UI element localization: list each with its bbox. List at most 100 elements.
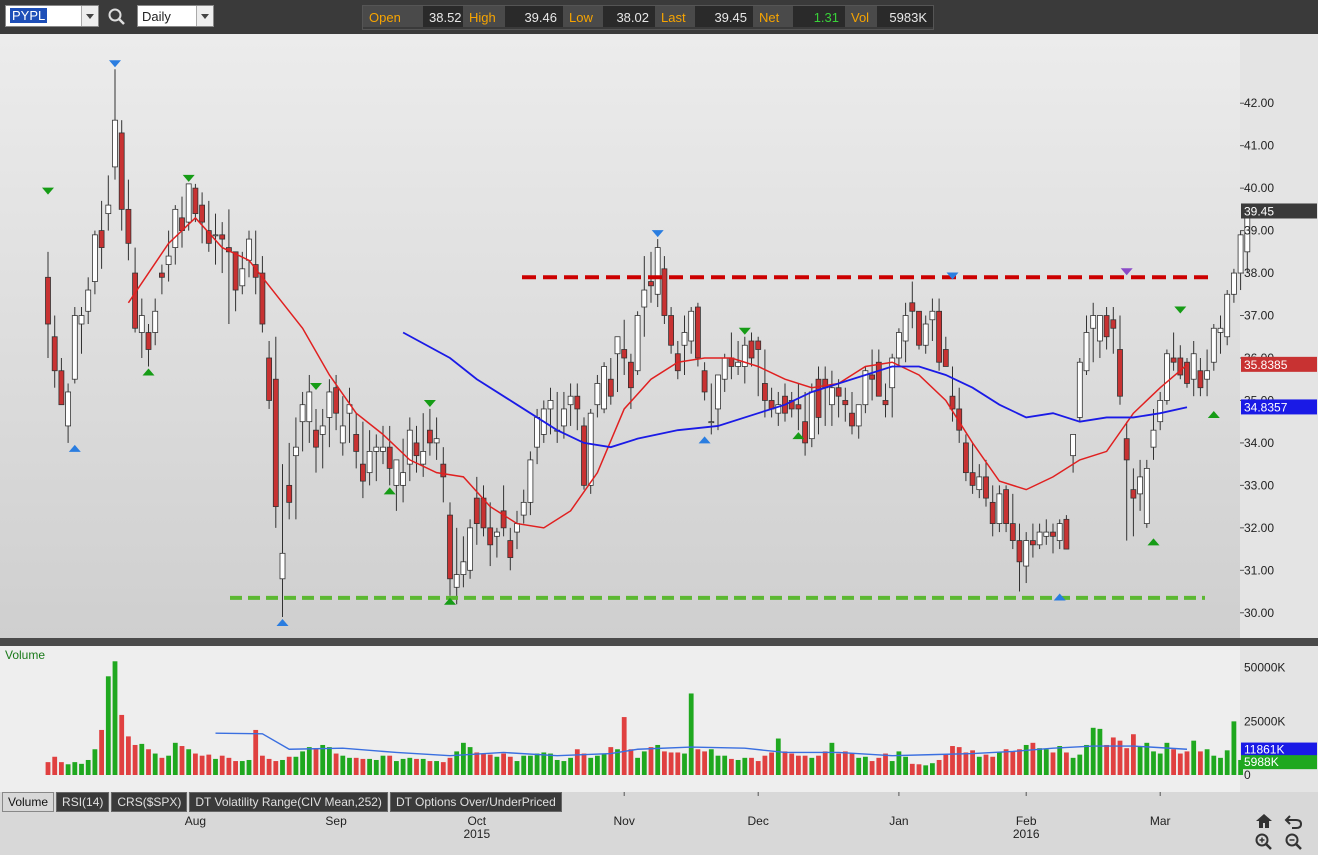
- volume-value-tag: [1241, 755, 1317, 770]
- volume-bar: [65, 764, 71, 775]
- candle: [567, 395, 574, 406]
- tab-volume[interactable]: Volume: [2, 792, 55, 812]
- volume-bar: [662, 751, 667, 775]
- tab-rsi-14[interactable]: RSI(14): [56, 792, 110, 812]
- candle: [862, 370, 869, 406]
- candle: [976, 476, 983, 491]
- candle: [152, 310, 159, 333]
- signal-marker: [1147, 538, 1160, 546]
- volume-bar: [1137, 746, 1143, 775]
- candle: [172, 208, 179, 248]
- candle: [58, 370, 65, 406]
- candle: [1016, 540, 1023, 563]
- date-year-label: 2016: [1013, 827, 1040, 841]
- volume-bar: [769, 752, 774, 775]
- date-tick-label: Sep: [325, 814, 347, 828]
- quote-label-high: High: [463, 6, 505, 27]
- candle: [380, 446, 386, 452]
- volume-bar: [554, 759, 560, 775]
- signal-marker: [109, 60, 121, 68]
- volume-bar: [514, 761, 520, 775]
- pane-divider[interactable]: [0, 638, 1318, 646]
- volume-bar: [300, 751, 305, 775]
- candle: [480, 497, 487, 529]
- candle: [1170, 357, 1177, 363]
- candle: [366, 451, 373, 474]
- volume-bar: [1131, 734, 1136, 775]
- candle: [942, 349, 949, 367]
- volume-bar: [273, 761, 279, 775]
- candle: [762, 383, 768, 401]
- candle: [353, 434, 360, 452]
- signal-marker: [792, 432, 805, 440]
- candle: [869, 374, 875, 380]
- volume-bar: [1090, 727, 1096, 775]
- date-tick-label: Mar: [1150, 814, 1171, 828]
- candle: [648, 281, 654, 287]
- search-button[interactable]: [106, 6, 128, 28]
- volume-bar: [1191, 740, 1197, 775]
- volume-bar: [802, 755, 808, 775]
- candle: [855, 404, 862, 427]
- volume-bar: [380, 755, 386, 775]
- tab-crs-spx[interactable]: CRS($SPX): [111, 792, 188, 812]
- price-tick-label: 31.00: [1244, 563, 1274, 577]
- tab-dt-options-over-underpriced[interactable]: DT Options Over/UnderPriced: [389, 792, 562, 812]
- interval-select[interactable]: Daily: [137, 5, 214, 27]
- volume-bar: [1157, 753, 1163, 775]
- volume-bar: [481, 753, 486, 775]
- candle: [212, 234, 219, 237]
- volume-bar: [1151, 751, 1156, 775]
- volume-bar: [608, 747, 614, 775]
- candle: [1117, 349, 1123, 397]
- zoom-out-button[interactable]: [1284, 832, 1304, 852]
- quote-label-low: Low: [563, 6, 603, 27]
- chevron-down-icon[interactable]: [81, 6, 98, 26]
- volume-bar: [1110, 737, 1116, 775]
- ma-value-label: 35.8385: [1244, 358, 1288, 372]
- candle: [607, 378, 614, 397]
- chart-area: 42.0041.0040.0039.0038.0037.0036.0035.00…: [0, 34, 1318, 851]
- tab-dt-volatility-range-civ-mean-252[interactable]: DT Volatility Range(CIV Mean,252): [189, 792, 388, 812]
- volume-bar: [199, 755, 205, 775]
- candle: [192, 187, 199, 215]
- candle: [440, 463, 447, 478]
- candle: [922, 323, 929, 346]
- home-button[interactable]: [1254, 811, 1274, 831]
- candle: [601, 366, 607, 410]
- volume-bar: [822, 751, 828, 775]
- candle: [1030, 540, 1036, 546]
- undo-button[interactable]: [1284, 811, 1304, 831]
- candle: [92, 234, 98, 282]
- volume-bar: [286, 756, 292, 775]
- candle: [487, 527, 494, 546]
- candle: [1023, 540, 1030, 567]
- candle: [708, 421, 715, 424]
- volume-bar: [574, 749, 580, 775]
- candle: [661, 268, 668, 316]
- volume-bar: [983, 754, 989, 775]
- volume-bar: [1097, 728, 1103, 775]
- volume-bar: [528, 755, 533, 775]
- volume-value-label: 11861K: [1244, 743, 1284, 757]
- zoom-in-button[interactable]: [1254, 832, 1274, 852]
- volume-bar: [1017, 749, 1022, 775]
- volume-bar: [320, 744, 326, 775]
- candle: [628, 361, 634, 389]
- symbol-input[interactable]: PYPL: [5, 5, 99, 27]
- candle: [105, 204, 112, 215]
- candle: [500, 510, 507, 529]
- price-tick-label: 42.00: [1244, 96, 1274, 110]
- volume-bar: [226, 757, 232, 775]
- volume-bar: [139, 743, 145, 775]
- volume-bar: [454, 751, 460, 775]
- volume-tick-label: 25000K: [1244, 714, 1285, 728]
- candle: [112, 119, 118, 168]
- candle: [333, 387, 340, 414]
- volume-bar: [313, 748, 319, 775]
- volume-bar: [260, 755, 265, 775]
- volume-bar: [755, 761, 761, 775]
- volume-bar: [400, 758, 406, 775]
- chevron-down-icon[interactable]: [196, 6, 213, 26]
- candle: [373, 446, 380, 452]
